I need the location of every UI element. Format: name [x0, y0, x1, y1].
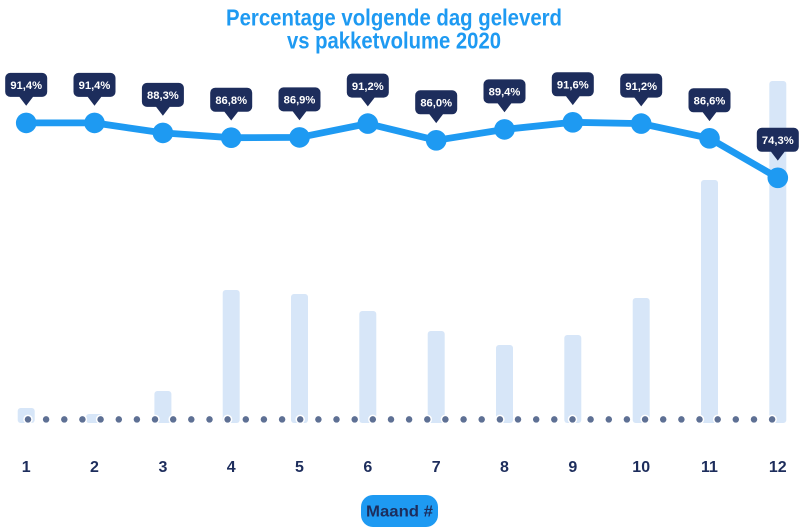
- svg-text:6: 6: [363, 459, 372, 476]
- svg-text:5: 5: [295, 459, 304, 476]
- svg-text:10: 10: [632, 459, 650, 476]
- svg-text:91,6%: 91,6%: [557, 80, 589, 92]
- svg-text:74,3%: 74,3%: [762, 135, 794, 147]
- svg-text:12: 12: [769, 459, 787, 476]
- svg-text:91,4%: 91,4%: [10, 80, 42, 92]
- svg-text:89,4%: 89,4%: [489, 87, 521, 99]
- svg-text:88,3%: 88,3%: [147, 90, 179, 102]
- svg-text:vs pakketvolume 2020: vs pakketvolume 2020: [287, 28, 501, 54]
- svg-text:91,2%: 91,2%: [352, 81, 384, 93]
- svg-text:Maand #: Maand #: [366, 504, 433, 521]
- svg-text:9: 9: [568, 459, 577, 476]
- svg-text:3: 3: [158, 459, 167, 476]
- svg-text:Percentage volgende dag geleve: Percentage volgende dag geleverd: [226, 5, 562, 31]
- svg-text:91,4%: 91,4%: [79, 80, 111, 92]
- svg-text:11: 11: [701, 459, 718, 476]
- svg-text:1: 1: [22, 459, 31, 476]
- svg-text:86,6%: 86,6%: [694, 96, 726, 108]
- svg-text:86,9%: 86,9%: [284, 95, 316, 107]
- svg-text:8: 8: [500, 459, 509, 476]
- svg-text:91,2%: 91,2%: [625, 81, 657, 93]
- svg-text:2: 2: [90, 459, 99, 476]
- svg-text:86,0%: 86,0%: [420, 98, 452, 110]
- svg-text:4: 4: [227, 459, 236, 476]
- svg-text:86,8%: 86,8%: [215, 95, 247, 107]
- svg-text:7: 7: [432, 459, 441, 476]
